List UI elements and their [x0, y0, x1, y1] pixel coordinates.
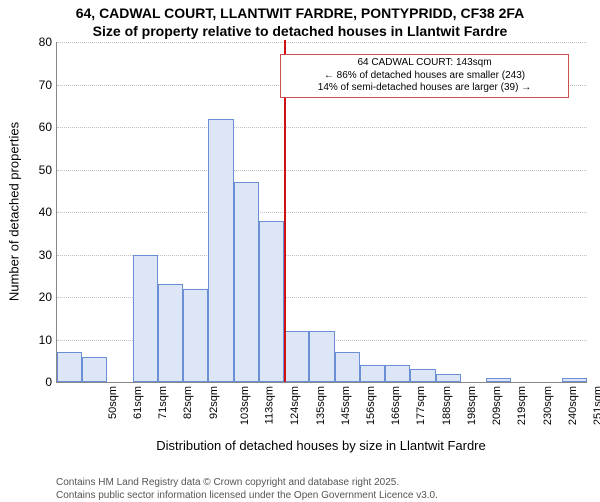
histogram-bar: [158, 284, 183, 382]
histogram-bar: [259, 221, 284, 383]
x-tick-label: 50sqm: [107, 386, 119, 419]
gridline-h: [57, 212, 587, 213]
title-line-1: 64, CADWAL COURT, LLANTWIT FARDRE, PONTY…: [0, 4, 600, 22]
histogram-bar: [234, 182, 259, 382]
y-tick-label: 80: [26, 35, 52, 49]
annotation-box: 64 CADWAL COURT: 143sqm ← 86% of detache…: [280, 54, 569, 98]
x-tick-label: 145sqm: [340, 386, 352, 425]
footer-line-1: Contains HM Land Registry data © Crown c…: [56, 476, 438, 489]
histogram-bar: [309, 331, 334, 382]
y-tick-label: 10: [26, 333, 52, 347]
x-tick-label: 166sqm: [390, 386, 402, 425]
title-line-2: Size of property relative to detached ho…: [0, 22, 600, 40]
x-tick-label: 103sqm: [239, 386, 251, 425]
histogram-bar: [335, 352, 360, 382]
x-tick-label: 135sqm: [315, 386, 327, 425]
gridline-h: [57, 170, 587, 171]
x-tick-label: 251sqm: [592, 386, 600, 425]
y-tick-label: 50: [26, 163, 52, 177]
x-tick-label: 156sqm: [365, 386, 377, 425]
histogram-bar: [360, 365, 385, 382]
histogram-bar: [183, 289, 208, 383]
x-tick-label: 240sqm: [567, 386, 579, 425]
y-tick-label: 40: [26, 205, 52, 219]
x-tick-label: 209sqm: [491, 386, 503, 425]
histogram-bar: [82, 357, 107, 383]
chart-container: 64, CADWAL COURT, LLANTWIT FARDRE, PONTY…: [0, 0, 600, 500]
histogram-bar: [410, 369, 435, 382]
y-tick-label: 60: [26, 120, 52, 134]
x-tick-label: 124sqm: [289, 386, 301, 425]
x-tick-label: 82sqm: [182, 386, 194, 419]
y-tick-label: 20: [26, 290, 52, 304]
gridline-h: [57, 42, 587, 43]
x-tick-label: 230sqm: [542, 386, 554, 425]
x-tick-label: 113sqm: [263, 386, 275, 424]
y-tick-label: 0: [26, 375, 52, 389]
footer-line-2: Contains public sector information licen…: [56, 489, 438, 502]
annotation-line-2: ← 86% of detached houses are smaller (24…: [287, 70, 562, 83]
histogram-bar: [562, 378, 587, 382]
histogram-bar: [57, 352, 82, 382]
y-axis-title: Number of detached properties: [7, 42, 22, 382]
histogram-bar: [486, 378, 511, 382]
histogram-bar: [284, 331, 309, 382]
histogram-bar: [436, 374, 461, 383]
x-tick-label: 92sqm: [208, 386, 220, 419]
gridline-h: [57, 127, 587, 128]
attribution-footer: Contains HM Land Registry data © Crown c…: [56, 476, 438, 502]
histogram-bar: [133, 255, 158, 383]
x-axis-title: Distribution of detached houses by size …: [56, 438, 586, 453]
annotation-line-1: 64 CADWAL COURT: 143sqm: [287, 57, 562, 70]
x-tick-label: 188sqm: [441, 386, 453, 425]
y-tick-label: 70: [26, 78, 52, 92]
x-tick-label: 71sqm: [157, 386, 169, 419]
x-tick-label: 198sqm: [466, 386, 478, 425]
y-tick-label: 30: [26, 248, 52, 262]
x-tick-label: 61sqm: [132, 386, 144, 419]
title-block: 64, CADWAL COURT, LLANTWIT FARDRE, PONTY…: [0, 4, 600, 40]
x-tick-label: 177sqm: [416, 386, 428, 425]
x-tick-label: 219sqm: [517, 386, 529, 425]
histogram-bar: [385, 365, 410, 382]
annotation-line-3: 14% of semi-detached houses are larger (…: [287, 82, 562, 95]
histogram-bar: [208, 119, 233, 383]
